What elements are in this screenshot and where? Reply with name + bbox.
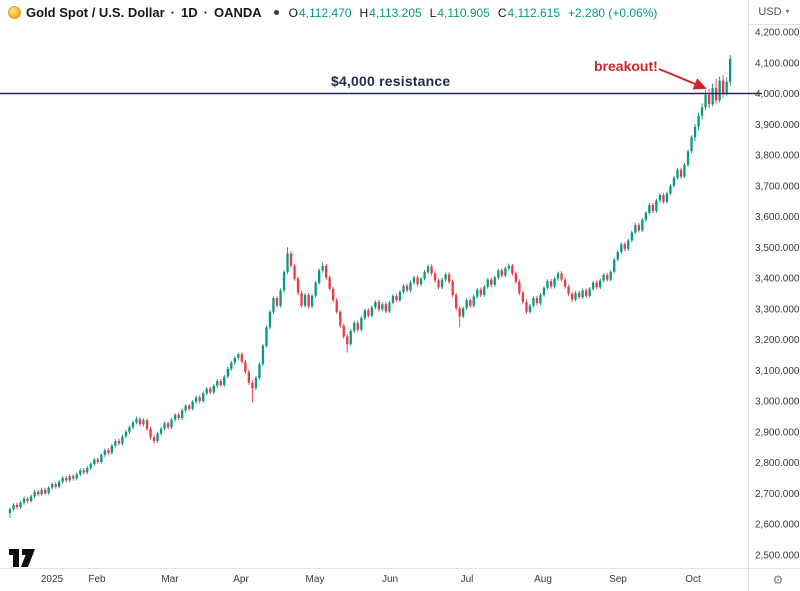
close-value: 4,112.615 xyxy=(507,5,561,20)
change-value: +2.280 (+0.06%) xyxy=(568,5,658,20)
price-axis-label: 2,900.000 xyxy=(755,427,800,438)
price-axis-label: 3,900.000 xyxy=(755,120,800,131)
high-label: H xyxy=(359,5,369,20)
price-axis-label: 2,600.000 xyxy=(755,520,800,531)
candlestick-series xyxy=(8,55,732,518)
price-axis-label: 2,800.000 xyxy=(755,458,800,469)
gold-coin-icon xyxy=(8,6,21,19)
high-value: 4,113.205 xyxy=(369,5,422,20)
price-axis-label: 2,500.000 xyxy=(755,550,800,561)
close-label: C xyxy=(497,5,507,20)
time-axis-label: Jun xyxy=(382,574,398,585)
symbol-header[interactable]: Gold Spot / U.S. Dollar · 1D · OANDA O 4,… xyxy=(8,5,657,20)
price-axis-label: 3,300.000 xyxy=(755,304,800,315)
breakout-annotation-label[interactable]: breakout! xyxy=(594,58,658,74)
open-value: 4,112.470 xyxy=(299,5,352,20)
low-value: 4,110.905 xyxy=(437,5,490,20)
time-axis[interactable]: 2025 Feb Mar Apr May Jun Jul Aug Sep Oct xyxy=(41,574,701,585)
exchange-label[interactable]: OANDA xyxy=(213,5,262,20)
price-axis-label: 4,200.000 xyxy=(755,28,800,39)
price-axis-label: 2,700.000 xyxy=(755,489,800,500)
price-axis[interactable]: 4,200.000 4,100.000 4,000.000 3,900.000 3,80… xyxy=(755,28,800,562)
time-axis-label: Mar xyxy=(161,574,179,585)
resistance-annotation-label[interactable]: $4,000 resistance xyxy=(331,73,451,89)
currency-selector[interactable]: USD ▾ xyxy=(748,0,800,24)
time-axis-label: Aug xyxy=(534,574,552,585)
price-axis-label: 4,000.000 xyxy=(755,89,800,100)
price-axis-label: 3,000.000 xyxy=(755,397,800,408)
chevron-down-icon: ▾ xyxy=(785,7,790,16)
price-axis-label: 3,400.000 xyxy=(755,274,800,285)
time-axis-label: Oct xyxy=(685,574,701,585)
price-axis-label: 3,500.000 xyxy=(755,243,800,254)
interval-label[interactable]: 1D xyxy=(181,5,198,20)
price-axis-label: 3,600.000 xyxy=(755,212,800,223)
time-axis-label: Jul xyxy=(461,574,474,585)
time-axis-label: May xyxy=(306,574,325,585)
price-axis-label: 3,800.000 xyxy=(755,151,800,162)
time-axis-label: Sep xyxy=(609,574,627,585)
market-status-dot-icon[interactable] xyxy=(273,10,279,15)
breakout-arrow[interactable] xyxy=(658,68,707,90)
time-axis-label: Apr xyxy=(233,574,249,585)
tradingview-logo[interactable] xyxy=(8,546,38,570)
header-separator: · xyxy=(203,5,208,20)
open-label: O xyxy=(288,5,298,20)
currency-label: USD xyxy=(758,6,782,18)
price-axis-label: 3,100.000 xyxy=(755,366,800,377)
time-axis-label: 2025 xyxy=(41,574,64,585)
low-label: L xyxy=(429,5,437,20)
price-axis-label: 4,100.000 xyxy=(755,58,800,69)
settings-gear-icon[interactable]: ⚙ xyxy=(772,573,784,587)
price-axis-label: 3,200.000 xyxy=(755,335,800,346)
time-axis-label: Feb xyxy=(88,574,106,585)
price-axis-label: 3,700.000 xyxy=(755,181,800,192)
header-separator: · xyxy=(170,5,176,20)
ohlc-readout: O 4,112.470 H 4,113.205 L 4,110.905 C 4,112.… xyxy=(289,6,658,20)
symbol-title[interactable]: Gold Spot / U.S. Dollar xyxy=(26,5,165,20)
